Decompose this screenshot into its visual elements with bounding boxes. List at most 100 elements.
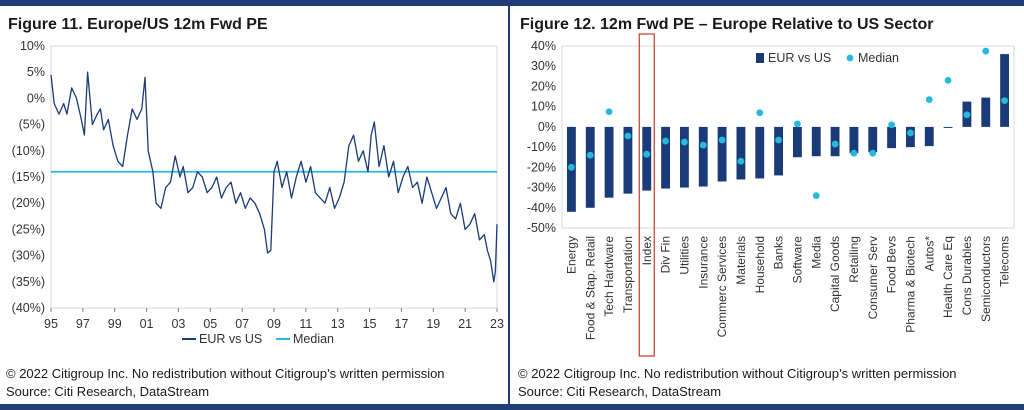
median-dot-2 [605,108,613,116]
median-dot-3 [624,132,632,140]
figure-12-bar-chart: 40% 30% 20% 10% 0% -10% -20% -30% -40% -50% Energy… [527,33,1015,357]
figure-12-panel: Figure 12. 12m Fwd PE – Europe Relative … [510,6,1024,404]
category-label: Household [753,236,767,293]
median-dot-9 [737,157,745,165]
legend-median-label: Median [858,51,899,65]
median-dot-1 [586,151,594,159]
y-tick-label: (20%) [12,196,45,210]
y-tick-label: (35%) [12,275,45,289]
x-tick-label: 15 [363,317,377,331]
median-dot-20 [944,76,952,84]
bar-23 [1000,54,1010,127]
bar-7 [698,126,708,187]
bar-11 [774,126,784,176]
top-rule [0,0,1024,6]
category-label: Div Fin [659,236,673,273]
y-tick-label: 30% [531,59,556,73]
median-dot-14 [831,140,839,148]
y-tick-label: -10% [527,140,556,154]
median-dot-0 [568,163,575,171]
y-tick-label: (25%) [12,222,45,236]
legend-eur-vs-us-label: EUR vs US [768,51,831,65]
bar-13 [811,126,821,157]
bar-12 [792,126,802,158]
x-tick-label: 07 [235,317,249,331]
category-label: Pharma & Biotech [903,236,917,333]
y-tick-label: 5% [27,65,45,79]
bar-5 [661,126,671,189]
plot-frame [561,45,1015,229]
median-dot-18 [907,129,914,137]
y-tick-label: 0% [27,91,45,105]
figure-11-source: Source: Citi Research, DataStream [6,384,210,399]
x-tick-label: 13 [331,317,345,331]
bar-3 [623,126,633,194]
bottom-rule [0,404,1024,410]
bar-9 [736,126,746,180]
x-tick-label: 95 [44,317,58,331]
median-dot-19 [925,96,933,103]
category-label: Retailing [847,236,861,283]
median-dot-13 [812,192,820,200]
x-tick-label: 01 [140,317,154,331]
category-label: Semiconductors [979,236,993,322]
median-dot-4 [643,150,651,158]
bar-1 [585,126,595,208]
category-label: Energy [564,236,578,274]
category-label: Commerc Services [715,236,729,337]
bar-19 [924,126,934,147]
y-tick-label: -30% [527,181,556,195]
y-tick-label: 20% [531,79,556,93]
y-tick-label: (40%) [12,301,45,315]
bar-22 [981,97,991,127]
bar-20 [943,126,953,128]
median-dot-8 [718,136,726,144]
median-dot-12 [794,120,801,128]
y-tick-label: (15%) [12,170,45,184]
y-tick-label: 0% [538,120,556,134]
figure-11-copyright: © 2022 Citigroup Inc. No redistribution … [6,366,445,381]
y-tick-label: -40% [527,201,556,215]
category-label: Food Bevs [885,236,899,293]
x-tick-label: 21 [458,317,472,331]
category-label: Utilities [677,236,691,275]
category-label: Tech Hardware [602,236,616,317]
category-label: Transportation [621,236,635,313]
figure-12-source: Source: Citi Research, DataStream [518,384,722,399]
y-tick-label: 10% [20,39,45,53]
legend-eur-vs-us-swatch [756,53,764,63]
x-tick-label: 19 [426,317,440,331]
median-dot-6 [681,138,688,146]
y-tick-label: (5%) [19,118,45,132]
bar-8 [717,126,727,182]
category-label: Autos* [922,236,936,272]
index-highlight-box [638,33,655,357]
category-label: Health Care Eq [941,236,955,318]
bar-16 [868,126,878,153]
category-label: Food & Stap. Retail [583,236,597,340]
bar-15 [849,126,859,154]
bar-4 [642,126,652,191]
figure-11-title: Figure 11. Europe/US 12m Fwd PE [8,16,268,33]
y-tick-label: -50% [527,221,556,235]
panel-separator [508,6,510,404]
category-label: Media [809,236,823,269]
bar-18 [905,126,915,148]
median-dot-16 [869,149,877,157]
median-dot-10 [756,109,764,117]
eur-vs-us-line [50,71,498,283]
figure-12-title: Figure 12. 12m Fwd PE – Europe Relative … [520,16,934,33]
category-label: Banks [772,236,786,269]
y-tick-label: 10% [531,100,556,114]
category-label: Insurance [696,236,710,289]
x-tick-label: 09 [267,317,281,331]
x-tick-label: 97 [76,317,90,331]
category-label: Software [790,236,804,284]
median-dot-7 [699,141,707,149]
median-dot-15 [850,149,858,157]
legend-eur-vs-us-label: EUR vs US [199,332,262,346]
legend-median-label: Median [293,332,334,346]
median-dot-5 [662,137,669,145]
figure-12-copyright: © 2022 Citigroup Inc. No redistribution … [518,366,957,381]
figure-11-panel: Figure 11. Europe/US 12m Fwd PE 10% 5% 0% (… [0,6,508,404]
